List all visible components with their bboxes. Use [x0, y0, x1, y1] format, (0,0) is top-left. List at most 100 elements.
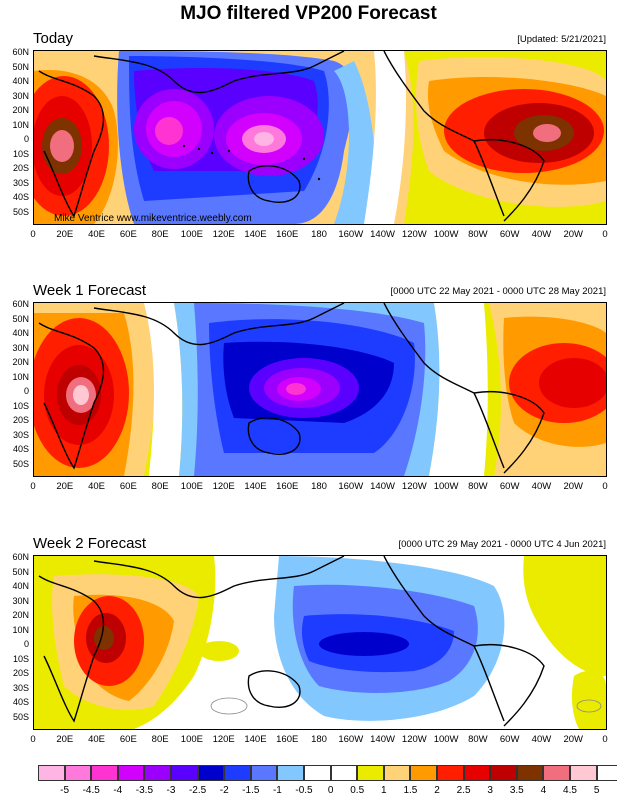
- colorbar-swatch: [463, 765, 491, 781]
- lat-label: 40S: [12, 192, 29, 203]
- lon-label: 120E: [212, 229, 235, 240]
- colorbar-label: -3.5: [135, 785, 154, 796]
- lon-label: 60E: [119, 481, 137, 492]
- lat-label: 10N: [12, 624, 29, 635]
- colorbar-label: 2.5: [456, 785, 471, 796]
- lon-label: 100E: [180, 734, 203, 745]
- lon-label: 80E: [151, 481, 169, 492]
- lon-label: 80W: [468, 481, 488, 492]
- lon-label: 60W: [499, 229, 520, 240]
- colorbar-label: -0.5: [295, 785, 313, 796]
- lat-label: 0: [23, 134, 29, 145]
- colorbar-label: 3.5: [509, 785, 524, 796]
- lat-label: 40S: [12, 444, 29, 455]
- lon-label: 80E: [151, 734, 169, 745]
- lon-label: 80W: [468, 229, 488, 240]
- lat-label: 10S: [12, 653, 29, 664]
- lon-label: 100W: [433, 481, 459, 492]
- lon-label: 60W: [499, 481, 520, 492]
- lat-label: 30S: [12, 429, 29, 440]
- colorbar-swatch: [543, 765, 570, 781]
- lon-label: 120E: [212, 481, 235, 492]
- colorbar-label: -4: [113, 785, 123, 796]
- lat-label: 60N: [12, 47, 29, 57]
- lat-label: 10N: [12, 119, 29, 130]
- colorbar-swatch: [197, 765, 225, 781]
- colorbar-swatch: [596, 765, 617, 781]
- lat-label: 30S: [12, 682, 29, 693]
- lon-label: 120W: [401, 481, 427, 492]
- colorbar-swatch: [383, 765, 411, 781]
- lat-label: 10S: [12, 400, 29, 411]
- colorbar-swatch: [144, 765, 171, 781]
- colorbar-label: 4.5: [563, 785, 577, 796]
- panel-date-range: [Updated: 5/21/2021]: [517, 34, 606, 45]
- map-today: [33, 50, 607, 225]
- lon-label: 60E: [119, 734, 137, 745]
- lat-label: 30N: [12, 90, 29, 101]
- lat-label: 10N: [12, 371, 29, 382]
- lat-label: 40S: [12, 697, 29, 708]
- colorbar-swatch: [570, 765, 597, 781]
- colorbar-swatch: [410, 765, 437, 781]
- lat-label: 30N: [12, 595, 29, 606]
- lat-label: 60N: [12, 299, 29, 309]
- lon-label: 0: [30, 734, 36, 745]
- lat-label: 40N: [12, 76, 29, 87]
- colorbar-label: 3: [487, 785, 493, 796]
- lon-label: 80W: [468, 734, 488, 745]
- lon-label: 140E: [244, 229, 267, 240]
- panel-date-range: [0000 UTC 22 May 2021 - 0000 UTC 28 May …: [390, 286, 606, 297]
- panel-title: Today: [33, 30, 74, 47]
- panel-title: Week 1 Forecast: [33, 282, 147, 299]
- colorbar-label: 5: [593, 785, 600, 796]
- panel-date-range: [0000 UTC 29 May 2021 - 0000 UTC 4 Jun 2…: [398, 539, 606, 550]
- lon-label: 20E: [56, 734, 74, 745]
- lat-label: 50S: [12, 458, 29, 469]
- lat-label: 20N: [12, 105, 29, 116]
- lon-label: 160E: [276, 481, 299, 492]
- panel-week2: Week 2 Forecast [0000 UTC 29 May 2021 - …: [0, 535, 617, 765]
- lat-label: 30S: [12, 177, 29, 188]
- colorbar-swatch: [330, 765, 358, 781]
- lat-label: 0: [23, 639, 29, 650]
- lon-label: 120W: [401, 734, 427, 745]
- lon-label: 0: [30, 229, 36, 240]
- colorbar-label: -1: [272, 785, 282, 796]
- lat-label: 30N: [12, 342, 29, 353]
- figure-title: MJO filtered VP200 Forecast: [180, 3, 437, 24]
- lat-label: 20N: [12, 357, 29, 368]
- lon-label: 180: [311, 481, 327, 492]
- lon-label: 140E: [244, 734, 267, 745]
- lon-label: 20E: [56, 229, 74, 240]
- lon-label: 140W: [370, 481, 395, 492]
- colorbar-swatch: [357, 765, 384, 781]
- colorbar-label: -1.5: [242, 785, 260, 796]
- panel-today: Today [Updated: 5/21/2021]: [0, 30, 617, 260]
- lon-label: 160W: [338, 229, 364, 240]
- colorbar-swatch: [250, 765, 278, 781]
- lat-label: 60N: [12, 552, 29, 562]
- lon-label: 0: [602, 734, 608, 745]
- lon-label: 60W: [499, 734, 520, 745]
- lon-label: 0: [30, 481, 36, 492]
- lat-label: 20N: [12, 610, 29, 621]
- lat-label: 50S: [12, 711, 29, 722]
- lon-label: 20W: [563, 481, 583, 492]
- lon-label: 160W: [338, 734, 364, 745]
- lon-label: 100W: [433, 229, 459, 240]
- lon-label: 160W: [338, 481, 364, 492]
- map-week1: [33, 302, 607, 477]
- lat-label: 20S: [12, 415, 29, 426]
- lon-label: 40W: [531, 734, 552, 745]
- lon-label: 180: [311, 229, 327, 240]
- lon-label: 100E: [180, 229, 203, 240]
- lon-label: 120W: [401, 229, 427, 240]
- lat-label: 20S: [12, 668, 29, 679]
- lon-label: 40W: [531, 229, 552, 240]
- panel-week1: Week 1 Forecast [0000 UTC 22 May 2021 - …: [0, 282, 617, 512]
- lat-label: 50N: [12, 566, 29, 577]
- lat-label: 50N: [12, 313, 29, 324]
- colorbar-label: -2.5: [188, 785, 207, 796]
- lon-label: 160E: [276, 229, 299, 240]
